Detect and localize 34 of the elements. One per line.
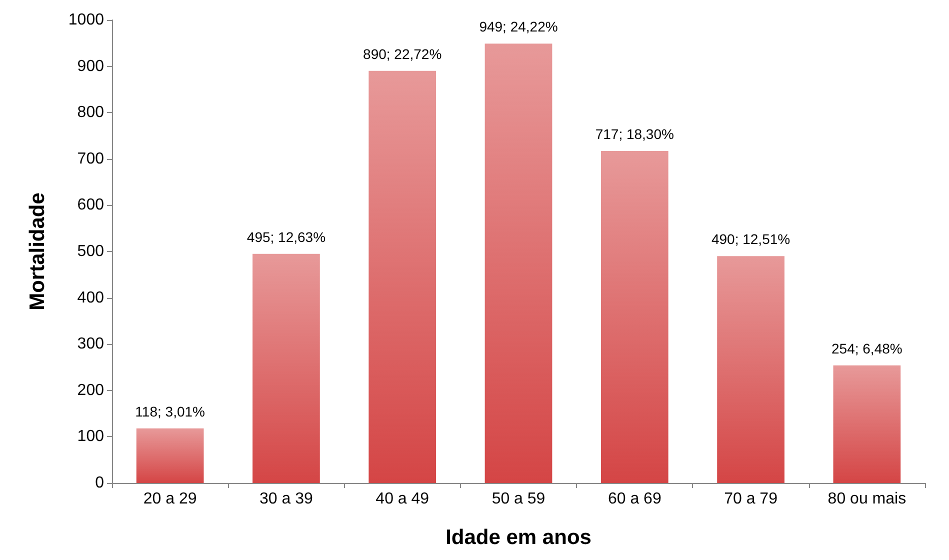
- bar: [252, 254, 320, 483]
- y-tick-label: 500: [77, 243, 104, 260]
- data-label: 118; 3,01%: [135, 403, 205, 420]
- y-tick-label: 100: [77, 428, 104, 446]
- y-axis-title: Mortalidade: [26, 192, 49, 310]
- bar: [136, 428, 204, 483]
- x-tick-label: 40 a 49: [376, 490, 430, 508]
- bar: [717, 256, 784, 483]
- x-tick-label: 30 a 39: [260, 490, 314, 508]
- bar: [600, 151, 668, 483]
- data-label: 490; 12,51%: [711, 231, 790, 248]
- y-tick-label: 1000: [68, 12, 104, 28]
- x-tick-label: 70 a 79: [724, 490, 778, 508]
- y-tick-label: 300: [77, 336, 104, 353]
- data-label: 495; 12,63%: [246, 228, 326, 245]
- data-label: 890; 22,72%: [363, 46, 442, 62]
- y-tick-label: 0: [95, 474, 104, 492]
- bar: [833, 365, 901, 483]
- y-tick-label: 600: [77, 196, 104, 214]
- data-label: 717; 18,30%: [595, 126, 674, 142]
- x-tick-label: 50 a 59: [492, 490, 546, 508]
- x-tick-label: 60 a 69: [608, 490, 662, 508]
- bar: [484, 44, 552, 483]
- y-tick-label: 200: [77, 382, 104, 399]
- y-tick-label: 700: [77, 150, 104, 168]
- data-label: 254; 6,48%: [832, 340, 902, 356]
- x-axis-title: Idade em anos: [446, 526, 592, 549]
- data-label: 949; 24,22%: [479, 18, 558, 35]
- x-tick-label: 20 a 29: [143, 490, 197, 508]
- y-tick-label: 400: [77, 289, 104, 306]
- bar: [368, 70, 436, 483]
- y-tick-label: 900: [77, 58, 104, 75]
- y-tick-label: 800: [77, 104, 104, 122]
- x-tick-label: 80 ou mais: [828, 490, 906, 508]
